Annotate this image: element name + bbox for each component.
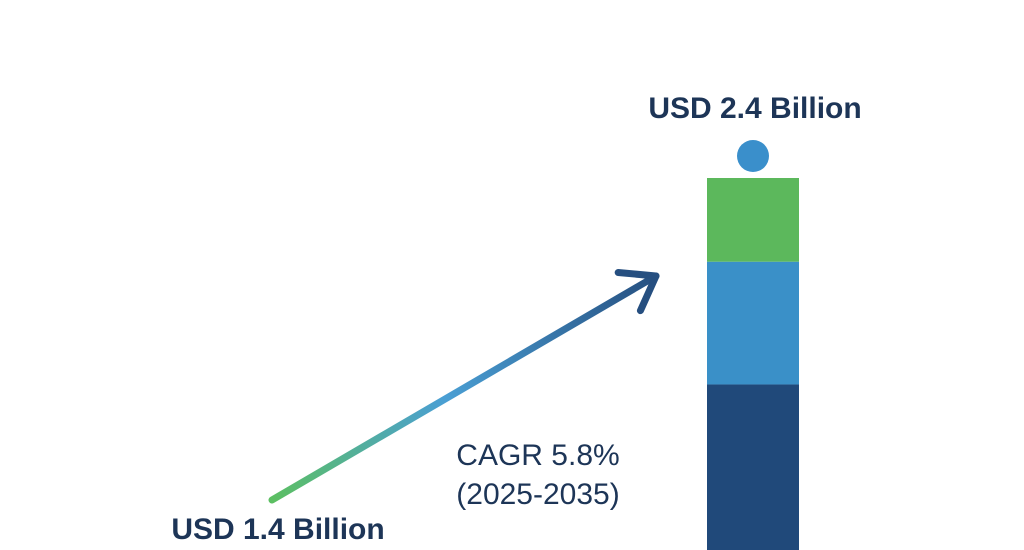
cagr-label: CAGR 5.8% [456,439,619,472]
end-bar [707,178,799,550]
end-bar-segment-3 [707,178,799,262]
cagr-period-label: (2025-2035) [456,478,619,511]
growth-arrow-head [614,269,660,315]
end-bar-segment-2 [707,261,799,385]
end-bar-segment-1 [707,384,799,550]
start-value-label: USD 1.4 Billion [171,513,384,546]
end-value-marker [737,140,769,172]
growth-arrow-shaft [268,272,660,504]
end-value-label: USD 2.4 Billion [648,92,861,125]
growth-arrow [268,269,660,504]
